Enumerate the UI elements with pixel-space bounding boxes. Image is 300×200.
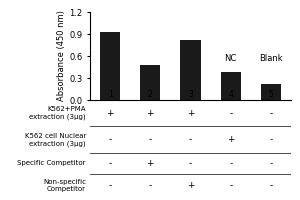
Text: +: +	[147, 109, 154, 118]
Text: -: -	[109, 135, 112, 144]
Text: +: +	[187, 109, 194, 118]
Text: +: +	[106, 109, 114, 118]
Text: -: -	[229, 159, 232, 168]
Bar	[221, 72, 241, 100]
Text: +: +	[227, 135, 235, 144]
Text: -: -	[109, 159, 112, 168]
Bar	[261, 84, 281, 100]
Bar	[140, 65, 160, 100]
Text: 5: 5	[268, 90, 273, 99]
Text: +: +	[187, 181, 194, 190]
Y-axis label: Absorbance (450 nm): Absorbance (450 nm)	[57, 11, 66, 101]
Text: 2: 2	[148, 90, 153, 99]
Text: -: -	[269, 159, 272, 168]
Bar	[181, 40, 201, 100]
Text: -: -	[189, 159, 192, 168]
Text: -: -	[229, 109, 232, 118]
Text: Blank: Blank	[259, 54, 283, 63]
Text: -: -	[269, 181, 272, 190]
Text: NC: NC	[225, 54, 237, 63]
Text: -: -	[149, 181, 152, 190]
Text: -: -	[269, 109, 272, 118]
Text: Non-specific
Competitor: Non-specific Competitor	[43, 179, 86, 192]
Text: K562 cell Nuclear
extraction (3μg): K562 cell Nuclear extraction (3μg)	[25, 133, 86, 147]
Text: -: -	[149, 135, 152, 144]
Text: -: -	[269, 135, 272, 144]
Text: +: +	[147, 159, 154, 168]
Text: 4: 4	[228, 90, 233, 99]
Text: K562+PMA
extraction (3μg): K562+PMA extraction (3μg)	[29, 106, 86, 120]
Text: -: -	[189, 135, 192, 144]
Text: 1: 1	[108, 90, 112, 99]
Text: -: -	[109, 181, 112, 190]
Text: 3: 3	[188, 90, 193, 99]
Text: Specific Competitor: Specific Competitor	[17, 160, 86, 166]
Bar	[100, 32, 120, 100]
Text: -: -	[229, 181, 232, 190]
